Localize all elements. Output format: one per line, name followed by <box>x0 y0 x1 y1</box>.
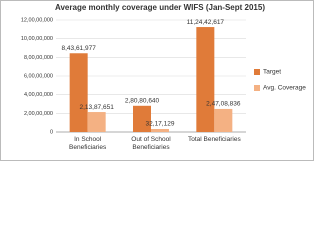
data-label: 11,24,42,617 <box>187 19 225 26</box>
chart: Average monthly coverage under WIFS (Jan… <box>0 0 314 161</box>
data-label: 32,17,129 <box>146 121 175 128</box>
chart-container: Average monthly coverage under WIFS (Jan… <box>0 0 314 161</box>
bar <box>87 112 106 132</box>
data-label: 2,13,87,651 <box>79 104 114 111</box>
bar <box>133 105 151 132</box>
x-tick-label: Out of School Beneficiaries <box>131 136 171 151</box>
chart-border <box>0 0 314 161</box>
legend-swatch <box>254 85 260 91</box>
bar <box>196 27 215 132</box>
y-tick-label: 6,00,00,000 <box>24 73 53 79</box>
x-tick-label: In School Beneficiaries <box>69 136 107 151</box>
x-tick-label: Total Beneficiaries <box>187 136 241 143</box>
data-label: 2,47,08,836 <box>206 101 241 108</box>
y-tick-label: 10,00,00,000 <box>21 36 53 42</box>
data-label: 2,80,80,640 <box>125 98 160 105</box>
bar <box>151 128 169 132</box>
y-tick-label: 2,00,00,000 <box>24 111 53 117</box>
legend-label: Target <box>263 69 281 76</box>
legend-swatch <box>254 69 260 75</box>
legend-label: Avg. Coverage <box>263 85 306 92</box>
data-label: 8,43,61,977 <box>61 45 96 52</box>
y-tick-label: 0 <box>50 129 53 135</box>
bar <box>69 53 88 132</box>
bar <box>214 108 233 132</box>
y-tick-label: 4,00,00,000 <box>24 92 53 98</box>
y-tick-label: 8,00,00,000 <box>24 55 53 61</box>
chart-title: Average monthly coverage under WIFS (Jan… <box>55 3 265 12</box>
y-tick-label: 12,00,00,000 <box>21 17 53 23</box>
